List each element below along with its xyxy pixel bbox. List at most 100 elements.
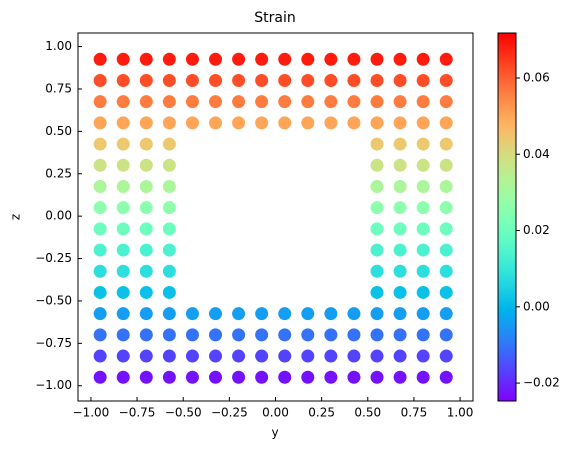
scatter-point [416, 264, 430, 278]
scatter-point [209, 52, 223, 66]
scatter-point [416, 95, 430, 109]
scatter-point [370, 243, 384, 257]
scatter-point [301, 328, 315, 342]
scatter-point [116, 349, 130, 363]
scatter-point [93, 95, 107, 109]
scatter-point [370, 328, 384, 342]
scatter-point [139, 222, 153, 236]
scatter-point [255, 116, 269, 130]
scatter-point [347, 52, 361, 66]
scatter-point [439, 73, 453, 87]
scatter-point [162, 328, 176, 342]
scatter-point [116, 52, 130, 66]
scatter-point [116, 179, 130, 193]
scatter-point [116, 116, 130, 130]
scatter-point [370, 158, 384, 172]
scatter-point [324, 349, 338, 363]
scatter-point [209, 95, 223, 109]
scatter-point [185, 307, 199, 321]
scatter-point [139, 52, 153, 66]
scatter-point [439, 95, 453, 109]
scatter-point [370, 179, 384, 193]
scatter-point [324, 73, 338, 87]
scatter-point [301, 307, 315, 321]
scatter-point [185, 95, 199, 109]
y-tick-label: 1.00 [45, 39, 72, 53]
scatter-point [370, 95, 384, 109]
scatter-point [116, 222, 130, 236]
scatter-point [416, 243, 430, 257]
scatter-point [116, 137, 130, 151]
scatter-point [278, 73, 292, 87]
scatter-point [416, 222, 430, 236]
scatter-point [93, 201, 107, 215]
scatter-point [139, 158, 153, 172]
scatter-point [162, 307, 176, 321]
scatter-point [139, 95, 153, 109]
scatter-point [416, 349, 430, 363]
scatter-point [116, 243, 130, 257]
scatter-point [93, 264, 107, 278]
scatter-point [393, 201, 407, 215]
scatter-point [278, 349, 292, 363]
y-tick-label: −0.25 [35, 251, 72, 265]
x-tick-label: 0.75 [401, 406, 428, 420]
x-tick-label: 0.00 [262, 406, 289, 420]
scatter-point [93, 179, 107, 193]
scatter-point [370, 116, 384, 130]
x-tick-label: −0.25 [211, 406, 248, 420]
scatter-point [416, 137, 430, 151]
scatter-point [393, 264, 407, 278]
scatter-point [439, 349, 453, 363]
scatter-point [232, 307, 246, 321]
y-axis-label: z [9, 214, 23, 220]
scatter-point [347, 349, 361, 363]
scatter-point [324, 116, 338, 130]
scatter-point [139, 349, 153, 363]
scatter-point [93, 285, 107, 299]
scatter-point [139, 370, 153, 384]
scatter-point [162, 243, 176, 257]
scatter-point [439, 328, 453, 342]
scatter-point [370, 349, 384, 363]
scatter-point [93, 243, 107, 257]
scatter-point [393, 243, 407, 257]
scatter-point [255, 349, 269, 363]
scatter-point [278, 328, 292, 342]
scatter-point [162, 158, 176, 172]
scatter-point [116, 307, 130, 321]
scatter-point [370, 201, 384, 215]
scatter-point [255, 73, 269, 87]
scatter-point [347, 95, 361, 109]
scatter-point [93, 307, 107, 321]
x-tick-label: −0.75 [119, 406, 156, 420]
x-tick-label: −1.00 [73, 406, 110, 420]
scatter-point [162, 370, 176, 384]
scatter-point [278, 116, 292, 130]
scatter-point [209, 349, 223, 363]
y-tick-label: −1.00 [35, 378, 72, 392]
scatter-point [324, 370, 338, 384]
scatter-point [370, 73, 384, 87]
scatter-point [439, 137, 453, 151]
y-tick-label: 0.75 [45, 81, 72, 95]
scatter-point [93, 73, 107, 87]
scatter-point [301, 95, 315, 109]
scatter-point [416, 370, 430, 384]
y-tick-label: −0.50 [35, 293, 72, 307]
scatter-point [209, 116, 223, 130]
scatter-point [370, 307, 384, 321]
scatter-point [278, 307, 292, 321]
scatter-point [139, 116, 153, 130]
scatter-point [347, 116, 361, 130]
chart-title: Strain [254, 10, 295, 26]
scatter-point [416, 158, 430, 172]
scatter-point [93, 158, 107, 172]
scatter-point [232, 95, 246, 109]
scatter-point [347, 307, 361, 321]
scatter-point [162, 264, 176, 278]
scatter-point [116, 201, 130, 215]
scatter-point [439, 201, 453, 215]
scatter-point [185, 73, 199, 87]
scatter-point [232, 328, 246, 342]
